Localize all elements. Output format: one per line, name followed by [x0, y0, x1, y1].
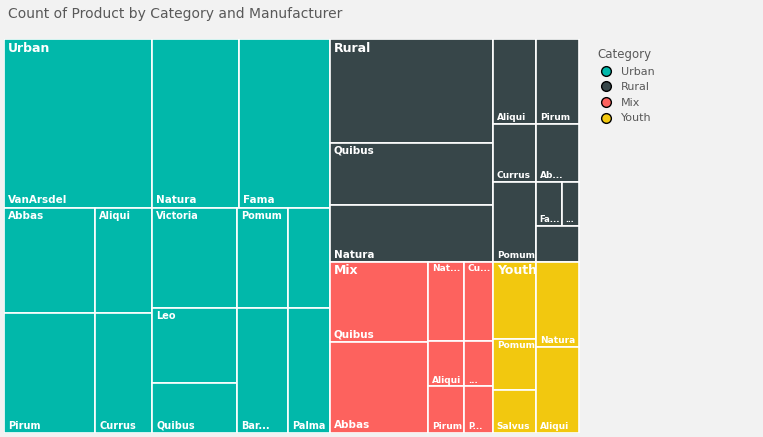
Bar: [237, 208, 288, 308]
Text: VanArsdel: VanArsdel: [8, 195, 67, 205]
Text: Pirum: Pirum: [8, 421, 40, 431]
Bar: [330, 342, 429, 433]
Text: Leo: Leo: [156, 311, 175, 321]
Bar: [493, 261, 536, 339]
Text: ...: ...: [565, 215, 574, 224]
Text: Aliqui: Aliqui: [540, 422, 569, 431]
Text: Abbas: Abbas: [333, 420, 370, 430]
Text: Rural: Rural: [333, 42, 371, 55]
Bar: [330, 261, 429, 342]
Bar: [536, 39, 578, 124]
Text: Quibus: Quibus: [156, 421, 195, 431]
Bar: [493, 181, 536, 261]
Text: Aliqui: Aliqui: [433, 375, 462, 385]
Bar: [536, 225, 578, 261]
Bar: [464, 386, 493, 433]
Text: Pomum: Pomum: [497, 341, 535, 350]
Text: Pirum: Pirum: [539, 113, 570, 122]
Text: Natura: Natura: [540, 336, 575, 345]
Bar: [493, 390, 536, 433]
Bar: [237, 308, 288, 433]
Text: ...: ...: [468, 375, 478, 385]
Bar: [536, 124, 578, 181]
Text: Currus: Currus: [99, 421, 136, 431]
Bar: [239, 39, 330, 208]
Bar: [95, 313, 152, 433]
Text: Aliqui: Aliqui: [99, 211, 131, 221]
Text: Count of Product by Category and Manufacturer: Count of Product by Category and Manufac…: [8, 7, 342, 21]
Bar: [493, 124, 536, 181]
Bar: [152, 383, 237, 433]
Text: Cu...: Cu...: [468, 264, 491, 274]
Bar: [152, 308, 237, 383]
Bar: [429, 341, 464, 386]
Bar: [152, 208, 237, 308]
Bar: [536, 181, 562, 225]
Bar: [152, 39, 239, 208]
Text: Currus: Currus: [497, 171, 531, 180]
Bar: [4, 313, 95, 433]
Text: Bar...: Bar...: [241, 421, 270, 431]
Legend: Urban, Rural, Mix, Youth: Urban, Rural, Mix, Youth: [591, 45, 658, 127]
Text: Nat...: Nat...: [433, 264, 461, 274]
Bar: [330, 39, 493, 142]
Text: Urban: Urban: [8, 42, 50, 55]
Bar: [4, 208, 95, 313]
Text: Youth: Youth: [497, 264, 537, 277]
Bar: [288, 308, 330, 433]
Text: P...: P...: [468, 422, 482, 431]
Text: Abbas: Abbas: [8, 211, 44, 221]
Bar: [288, 208, 330, 308]
Text: Pomum: Pomum: [497, 251, 535, 260]
Bar: [562, 181, 578, 225]
Text: Quibus: Quibus: [333, 329, 375, 340]
Bar: [330, 142, 493, 205]
Text: Salvus: Salvus: [497, 422, 530, 431]
Text: Fa...: Fa...: [539, 215, 560, 224]
Bar: [493, 39, 536, 124]
Text: Pirum: Pirum: [433, 422, 462, 431]
Text: Palma: Palma: [292, 421, 326, 431]
Text: Pomum: Pomum: [241, 211, 282, 221]
Bar: [429, 261, 464, 341]
Text: Victoria: Victoria: [156, 211, 199, 221]
Bar: [536, 347, 578, 433]
Text: Ab...: Ab...: [539, 171, 563, 180]
Text: Aliqui: Aliqui: [497, 113, 526, 122]
Bar: [536, 261, 578, 347]
Bar: [464, 341, 493, 386]
Bar: [330, 205, 493, 261]
Bar: [4, 39, 152, 208]
Text: Mix: Mix: [333, 264, 359, 277]
Bar: [464, 261, 493, 341]
Text: Natura: Natura: [333, 250, 375, 260]
Text: Fama: Fama: [243, 195, 274, 205]
Bar: [493, 339, 536, 390]
Bar: [95, 208, 152, 313]
Bar: [429, 386, 464, 433]
Text: Quibus: Quibus: [333, 146, 375, 156]
Text: Natura: Natura: [156, 195, 197, 205]
